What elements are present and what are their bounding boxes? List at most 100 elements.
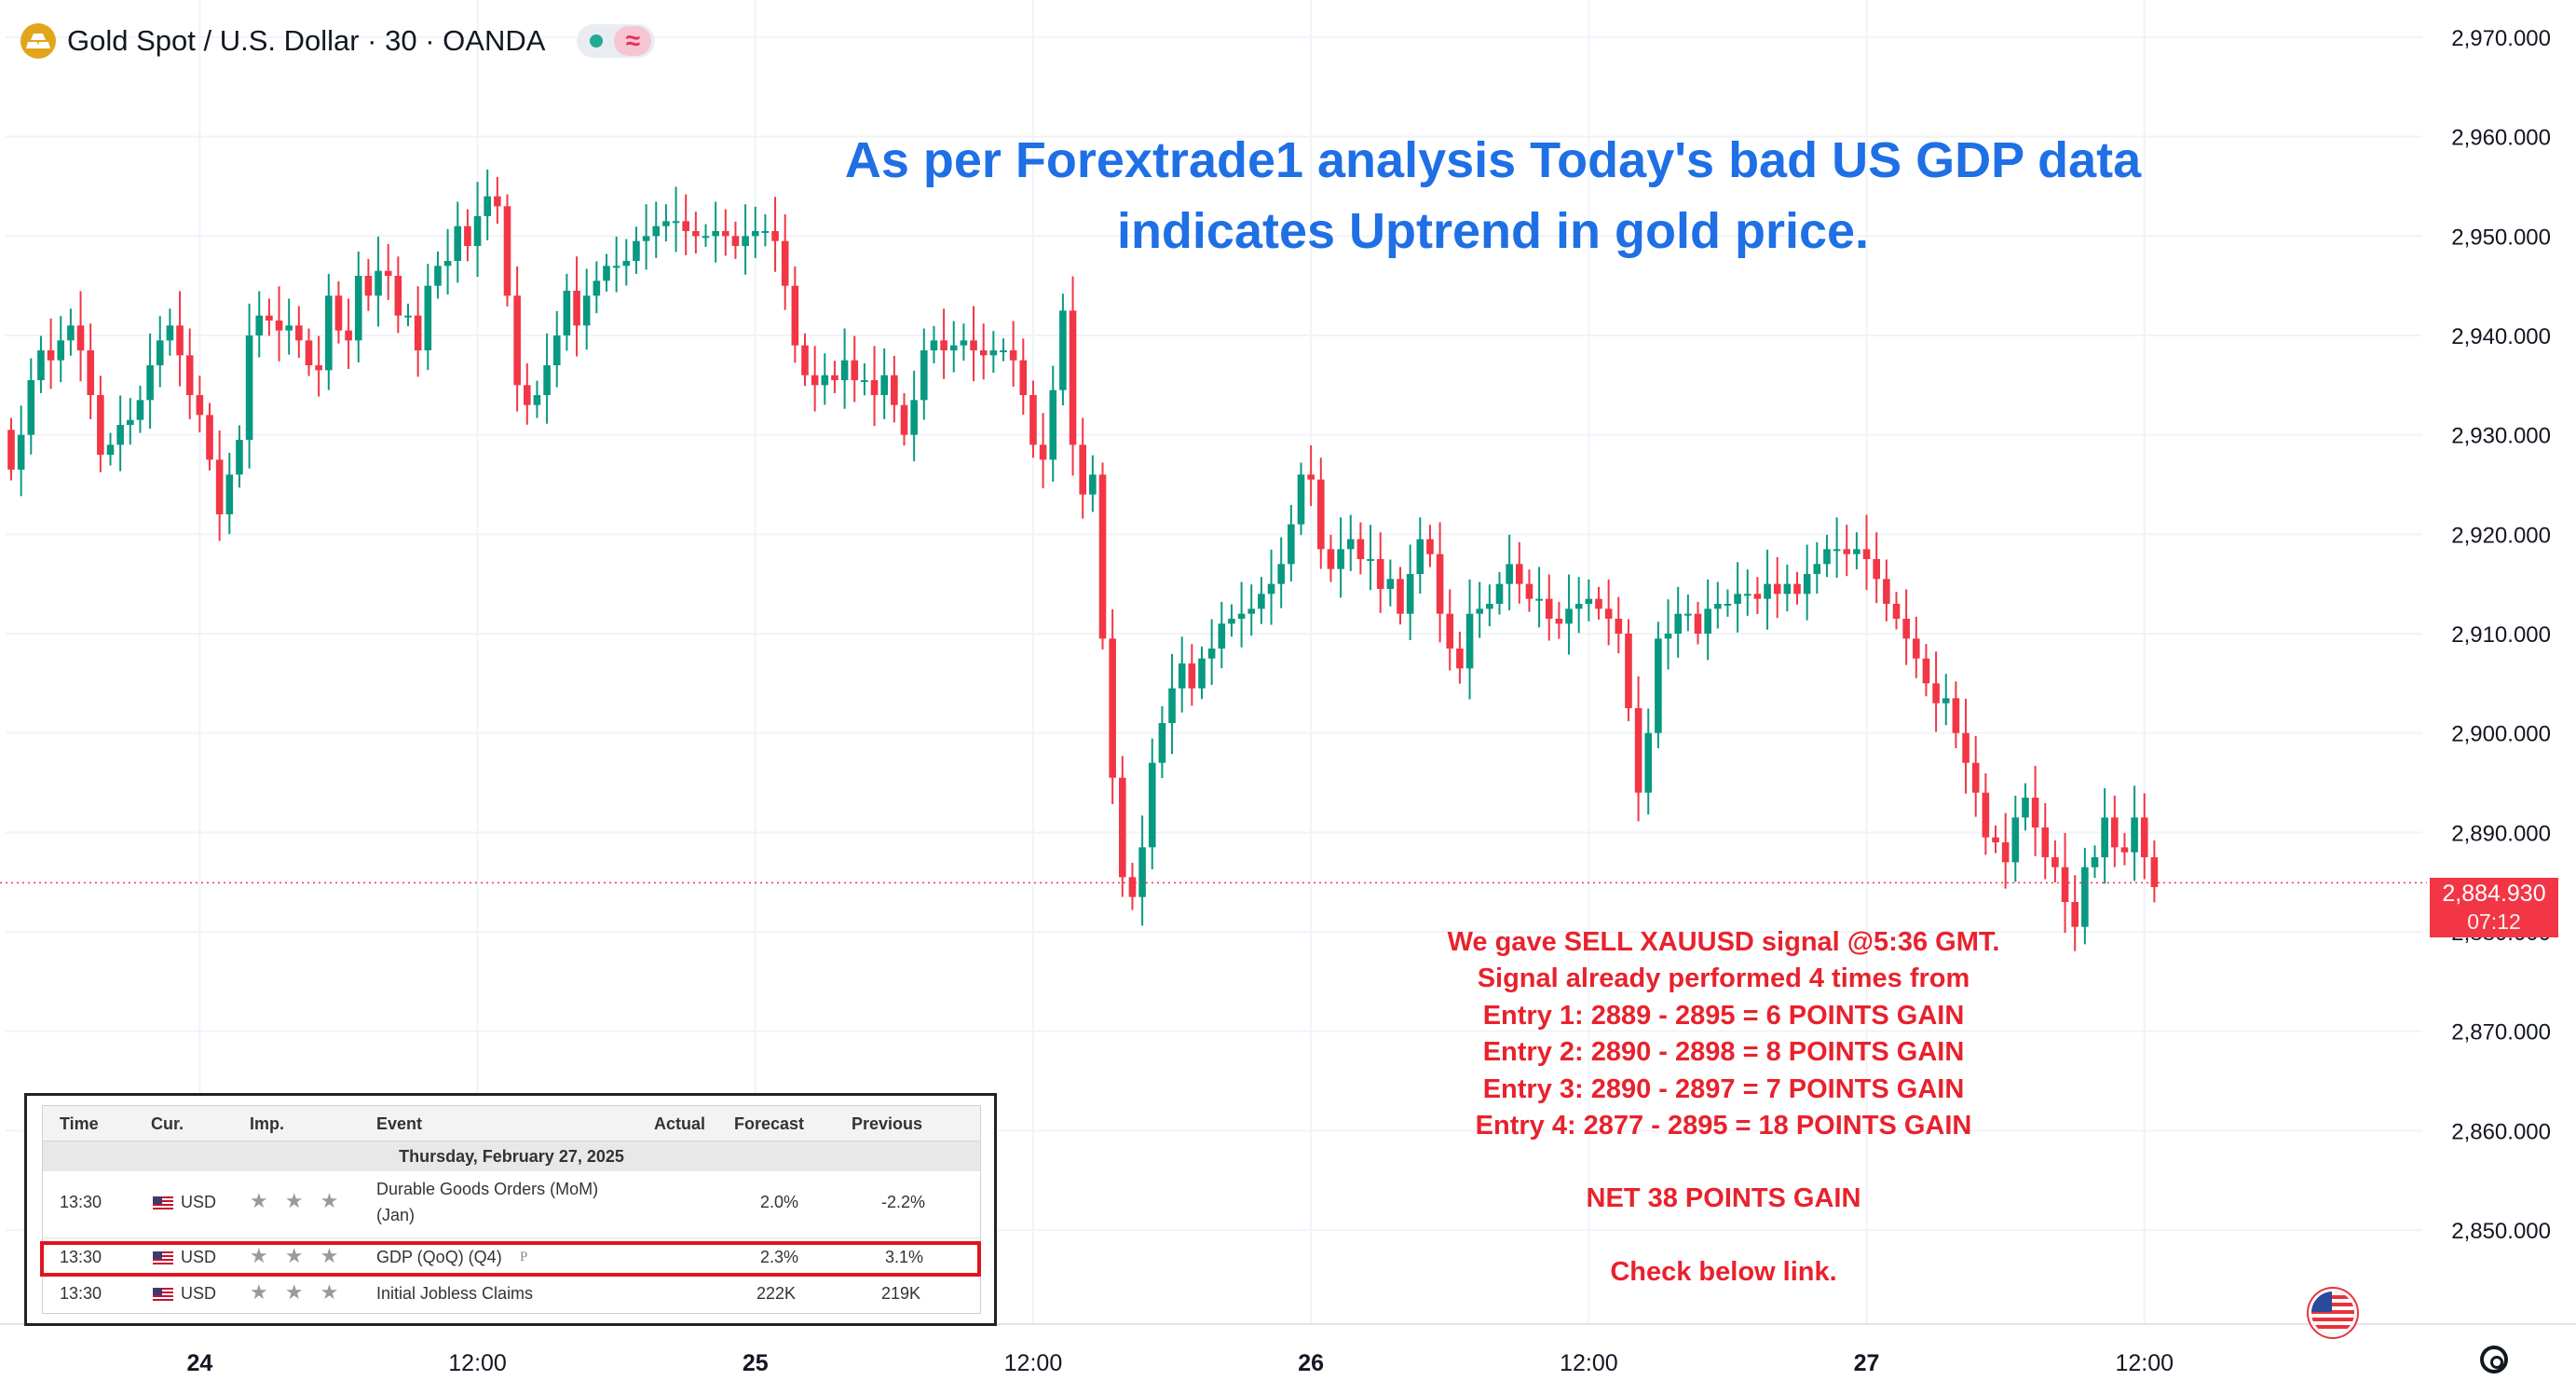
candle-down [1327, 549, 1335, 569]
candle-up [751, 231, 759, 237]
candle-up [1367, 559, 1374, 561]
candle-down [503, 206, 511, 296]
row-event-period: (Jan) [376, 1206, 416, 1224]
candle-up [225, 474, 234, 514]
candle-down [295, 325, 303, 341]
candle-up [1833, 549, 1841, 552]
price-tick-label: 2,850.000 [2451, 1219, 2551, 1244]
candle-down [215, 459, 224, 514]
candle-down [1029, 395, 1037, 445]
candle-up [2011, 817, 2020, 863]
time-tick-label: 12:00 [448, 1350, 507, 1376]
time-axis[interactable]: 24 12:00 25 12:00 26 12:00 27 12:00 [186, 1350, 2174, 1376]
candle-up [1764, 583, 1771, 599]
candle-up [27, 380, 35, 435]
candle-up [1803, 574, 1811, 594]
status-indicators[interactable]: ≈ [577, 24, 656, 58]
signal-line: Check below link. [1610, 1256, 1837, 1287]
candle-down [1109, 638, 1116, 778]
row-event: Initial Jobless Claims [376, 1284, 534, 1303]
us-flag-event-icon[interactable] [2309, 1289, 2357, 1337]
candle-down [2120, 847, 2129, 853]
candle-up [1258, 594, 1265, 609]
candle-down [870, 380, 879, 395]
candle-down [1119, 777, 1126, 878]
price-tick-label: 2,940.000 [2451, 324, 2551, 349]
candle-down [2061, 867, 2069, 902]
candle-down [1397, 579, 1404, 614]
candle-up [662, 221, 670, 226]
us-flag-icon [153, 1288, 173, 1302]
candle-up [484, 196, 491, 216]
col-importance: Imp. [250, 1114, 285, 1133]
candle-down [2001, 842, 2010, 863]
candle-down [2111, 817, 2119, 848]
time-tick-label: 26 [1298, 1350, 1324, 1376]
time-tick-label: 27 [1854, 1350, 1880, 1376]
candle-up [1158, 723, 1166, 763]
candle-up [1813, 564, 1821, 574]
time-tick-label: 12:00 [2115, 1350, 2174, 1376]
col-previous: Previous [852, 1114, 923, 1133]
preliminary-mark: P [520, 1250, 528, 1264]
candle-up [1585, 598, 1593, 604]
candle-down [1317, 479, 1325, 550]
col-currency: Cur. [151, 1114, 184, 1133]
candle-up [960, 340, 968, 346]
signal-line [1351, 1144, 2096, 1181]
last-price-value: 2,884.930 [2442, 881, 2546, 907]
candle-down [1694, 613, 1702, 634]
candle-up [1148, 762, 1156, 848]
chart-settings-icon[interactable] [2480, 1346, 2508, 1374]
candle-down [1525, 583, 1533, 599]
candle-up [375, 270, 382, 296]
row-currency-code: USD [181, 1284, 217, 1303]
candle-down [1625, 634, 1632, 708]
candle-down [196, 395, 204, 416]
candle-down [364, 276, 373, 296]
candle-down [2140, 817, 2148, 857]
price-tick-label: 2,860.000 [2451, 1119, 2551, 1144]
candle-up [840, 360, 849, 380]
price-tick-label: 2,960.000 [2451, 126, 2551, 151]
candle-down [315, 365, 322, 371]
price-axis[interactable]: 2,970.000 2,960.000 2,950.000 2,940.000 2,93… [2451, 26, 2551, 1244]
candle-down [1604, 608, 1613, 619]
candle-down [1902, 619, 1910, 639]
col-time: Time [60, 1114, 99, 1133]
candle-up [1406, 574, 1414, 614]
candle-up [1574, 604, 1583, 609]
candle-up [1277, 564, 1285, 584]
candle-down [831, 375, 838, 380]
candle-up [1059, 310, 1067, 390]
candle-up [1198, 658, 1206, 689]
candle-down [1913, 638, 1920, 659]
candle-down [940, 340, 947, 350]
signal-line: Entry 1: 2889 - 2895 = 6 POINTS GAIN [1482, 1000, 1965, 1031]
candle-down [1595, 598, 1602, 609]
approx-wave-icon[interactable]: ≈ [614, 26, 652, 56]
candle-down [1862, 549, 1871, 559]
price-tick-label: 2,970.000 [2451, 26, 2551, 51]
candle-up [245, 335, 253, 440]
candle-down [771, 231, 779, 241]
candle-up [1168, 688, 1176, 723]
symbol-title[interactable]: Gold Spot / U.S. Dollar · 30 · OANDA [67, 24, 546, 57]
signal-line: Entry 4: 2877 - 2895 = 18 POINTS GAIN [1475, 1111, 1972, 1141]
symbol-header[interactable]: Gold Spot / U.S. Dollar · 30 · OANDA ≈ [20, 19, 656, 63]
candle-down [1079, 444, 1086, 495]
col-event: Event [376, 1114, 423, 1133]
time-tick-label: 25 [743, 1350, 769, 1376]
candle-up [910, 400, 918, 435]
price-tick-label: 2,910.000 [2451, 622, 2551, 648]
candle-up [106, 444, 115, 455]
candle-up [989, 350, 998, 356]
price-tick-label: 2,900.000 [2451, 722, 2551, 747]
candle-down [1992, 837, 1999, 842]
candle-up [761, 231, 770, 233]
candle-up [1704, 608, 1711, 634]
candle-up [2101, 817, 2108, 857]
candle-up [1674, 613, 1682, 634]
candle-up [1565, 608, 1573, 624]
candle-up [454, 226, 462, 261]
